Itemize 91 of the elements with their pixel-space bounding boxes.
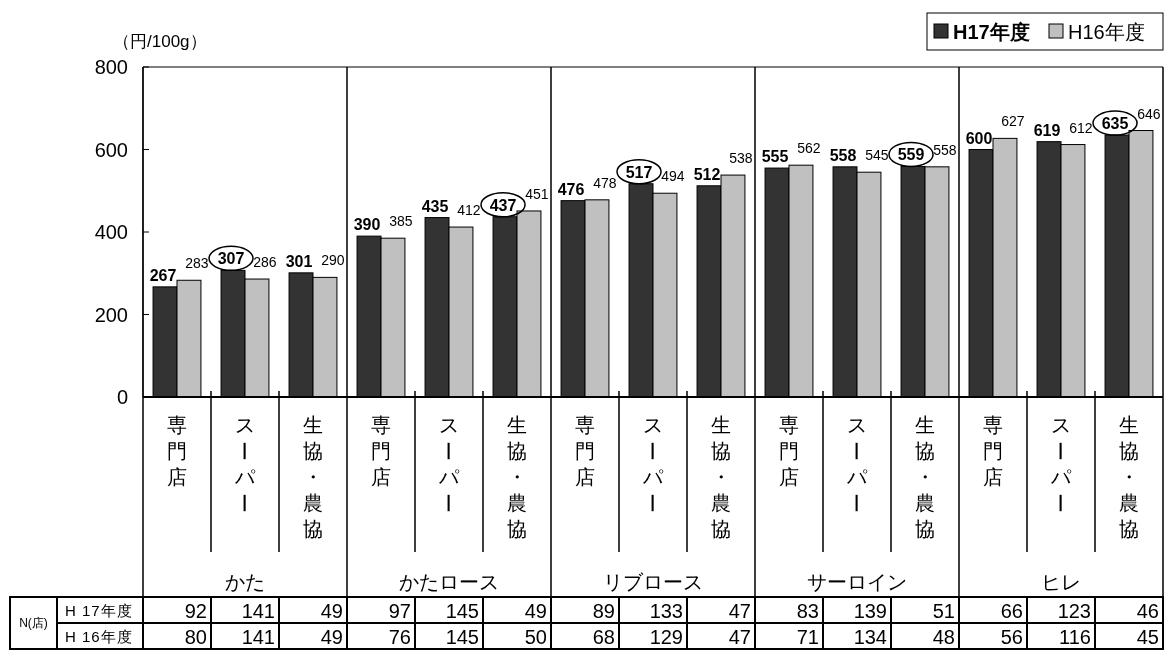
data-label: 123 (1057, 600, 1091, 622)
x-tick-label: 生協・農協 (915, 414, 935, 541)
data-label: 267 (149, 266, 177, 284)
x-tick-label: 生協・農協 (711, 414, 731, 541)
data-label: 612 (1069, 119, 1093, 136)
x-tick-label: スーパー (641, 414, 664, 513)
legend-label: H17年度 (953, 21, 1030, 43)
text: リブロース (603, 571, 703, 593)
data-label: 301 (285, 252, 313, 270)
data-label: 46 (1136, 600, 1159, 622)
data-label: 133 (649, 600, 683, 622)
data-label: 47 (728, 600, 751, 622)
data-label: 558 (829, 146, 857, 164)
data-label: 141 (241, 600, 275, 622)
data-label: 517 (625, 163, 653, 181)
data-label: 129 (649, 626, 683, 648)
legend-label: H16年度 (1068, 21, 1145, 43)
data-label: 476 (557, 180, 585, 198)
data-label: 66 (1000, 600, 1023, 622)
data-label: 45 (1136, 626, 1159, 648)
data-label: 145 (445, 600, 479, 622)
text: かたロース (399, 571, 499, 593)
x-tick-label: 専門店 (575, 414, 595, 489)
text: サーロイン (807, 571, 907, 593)
data-label: 412 (457, 202, 481, 219)
data-label: 435 (421, 197, 449, 215)
data-label: 68 (592, 626, 615, 648)
data-label: 48 (932, 626, 955, 648)
x-tick-label: 生協・農協 (303, 414, 323, 541)
data-label: 145 (445, 626, 479, 648)
data-label: 512 (693, 165, 721, 183)
y-axis-title: （円/100g） (113, 32, 207, 51)
data-label: 56 (1000, 626, 1023, 648)
data-label: 627 (1001, 113, 1025, 130)
data-label: 51 (932, 600, 955, 622)
x-tick-label: 生協・農協 (507, 414, 527, 541)
data-label: 307 (217, 250, 245, 268)
x-tick-label: 専門店 (167, 414, 187, 489)
x-tick-label: 専門店 (779, 414, 799, 489)
data-label: 555 (761, 148, 789, 166)
data-label: 49 (320, 600, 343, 622)
data-label: 600 (965, 129, 993, 147)
x-tick-label: スーパー (845, 414, 868, 513)
x-tick-label: スーパー (1049, 414, 1072, 513)
data-label: 139 (853, 600, 887, 622)
data-label: 71 (796, 626, 819, 648)
data-label: 89 (592, 600, 615, 622)
data-label: 290 (321, 252, 345, 269)
x-tick-label: スーパー (437, 414, 460, 513)
y-tick-label: H 16年度 (65, 628, 133, 645)
y-tick-label: 400 (94, 221, 128, 243)
text: かた (225, 571, 265, 593)
data-label: 134 (853, 626, 887, 648)
data-label: 478 (593, 174, 617, 191)
data-label: 559 (897, 146, 925, 164)
data-label: 83 (796, 600, 819, 622)
y-tick-label: 800 (94, 56, 128, 78)
data-label: 437 (489, 196, 517, 214)
y-tick-label: 200 (94, 303, 128, 326)
data-label: 76 (388, 626, 411, 648)
data-label: 116 (1059, 626, 1091, 648)
y-tick-label: H 17年度 (65, 602, 133, 619)
data-label: 92 (184, 600, 207, 622)
y-axis-title: N(店) (19, 616, 48, 630)
data-label: 538 (729, 150, 753, 167)
data-label: 141 (241, 626, 275, 648)
x-tick-label: 生協・農協 (1119, 414, 1139, 541)
data-label: 50 (524, 626, 547, 648)
data-label: 283 (185, 255, 209, 272)
data-label: 385 (389, 213, 413, 230)
y-tick-label: 0 (116, 386, 128, 408)
data-label: 562 (797, 140, 821, 157)
data-label: 545 (865, 147, 889, 164)
data-label: 80 (184, 626, 207, 648)
data-label: 49 (320, 626, 343, 648)
data-label: 619 (1033, 121, 1061, 139)
data-label: 494 (661, 168, 685, 185)
data-label: 49 (524, 600, 547, 622)
data-label: 451 (525, 185, 549, 202)
x-tick-label: スーパー (233, 414, 256, 513)
data-label: 286 (253, 254, 277, 271)
y-tick-label: 600 (94, 138, 128, 161)
data-label: 558 (933, 141, 957, 158)
data-label: 646 (1137, 105, 1161, 122)
data-label: 635 (1101, 115, 1129, 133)
data-label: 47 (728, 626, 751, 648)
data-label: 97 (388, 600, 411, 622)
text: ヒレ (1041, 571, 1081, 593)
data-label: 390 (353, 216, 381, 234)
x-tick-label: 専門店 (983, 414, 1003, 489)
x-tick-label: 専門店 (371, 414, 391, 489)
